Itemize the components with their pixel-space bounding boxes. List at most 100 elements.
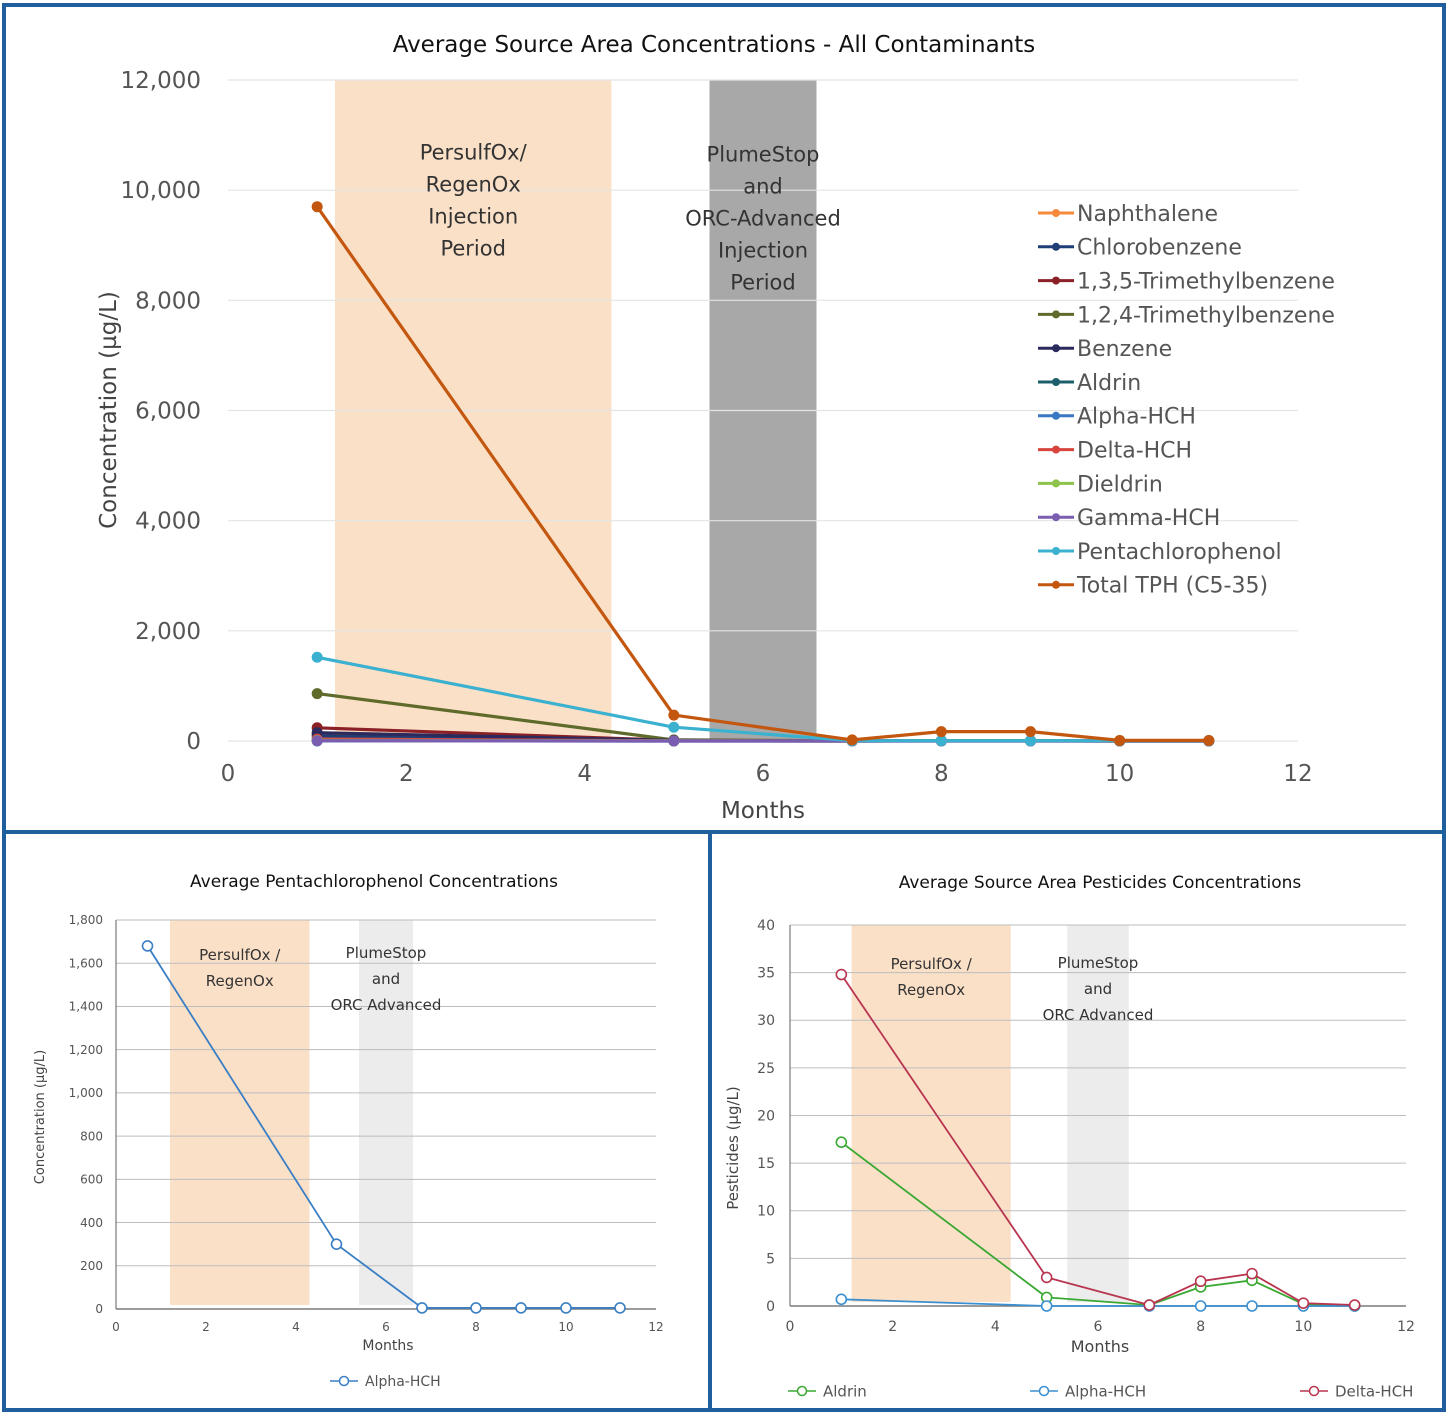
y-tick-label: 800 — [80, 1129, 103, 1143]
legend-marker — [1052, 378, 1060, 386]
band-label: ORC-Advanced — [685, 206, 841, 230]
y-tick-label: 35 — [757, 966, 775, 982]
chart-title: Average Source Area Pesticides Concentra… — [899, 873, 1302, 893]
y-tick-label: 400 — [80, 1216, 103, 1230]
x-tick-label: 6 — [1094, 1319, 1103, 1335]
data-point — [1143, 1299, 1156, 1311]
x-tick-label: 10 — [1294, 1319, 1312, 1335]
injection-band-1 — [851, 925, 1011, 1302]
legend-marker — [1052, 344, 1060, 353]
data-point — [1194, 1275, 1207, 1288]
data-point — [470, 1302, 482, 1314]
frame-border — [2, 3, 1446, 1412]
data-point — [560, 1302, 572, 1314]
data-point — [614, 1302, 626, 1314]
data-point — [311, 651, 323, 663]
band-label: ORC Advanced — [331, 996, 442, 1014]
y-axis-label: Concentration (µg/L) — [33, 1050, 48, 1184]
x-tick-label: 8 — [934, 761, 949, 787]
band-label: Injection — [428, 204, 518, 228]
band-label: PersulfOx / — [891, 955, 973, 973]
legend-entry: Dieldrin — [1077, 472, 1163, 497]
legend-entry: Delta-HCH — [1077, 439, 1192, 464]
y-tick-label: 6,000 — [135, 399, 201, 425]
data-point — [1040, 1300, 1053, 1312]
legend-marker — [1052, 310, 1060, 319]
pentachlorophenol-chart: PersulfOx / RegenOx PlumeStop and ORC Advanc… — [33, 872, 664, 1390]
data-point — [1348, 1299, 1361, 1311]
data-point — [935, 735, 947, 747]
legend-marker — [1052, 580, 1060, 589]
y-tick-label: 30 — [757, 1013, 775, 1029]
data-point — [668, 709, 680, 721]
legend-marker — [1052, 242, 1060, 251]
data-point — [311, 688, 323, 700]
data-point — [515, 1302, 527, 1314]
band-label: Period — [730, 270, 795, 294]
y-tick-label: 1,000 — [69, 1086, 103, 1100]
chart-title: Average Pentachlorophenol Concentrations — [190, 872, 558, 892]
data-point — [835, 1136, 848, 1148]
y-axis-label: Concentration (µg/L) — [96, 291, 122, 529]
y-tick-label: 8,000 — [135, 288, 201, 314]
injection-band-1 — [170, 920, 310, 1305]
legend-marker — [1052, 479, 1060, 488]
data-point — [1194, 1300, 1207, 1312]
band-label: and — [743, 174, 783, 198]
legend-entry: Benzene — [1077, 337, 1172, 362]
legend-marker — [1052, 209, 1060, 217]
data-point — [1246, 1267, 1258, 1280]
y-tick-label: 600 — [80, 1173, 103, 1187]
x-tick-label: 4 — [577, 761, 592, 787]
band-label: PlumeStop — [346, 944, 427, 962]
x-tick-label: 2 — [399, 761, 414, 787]
data-point — [835, 1293, 848, 1306]
x-tick-label: 10 — [1105, 761, 1134, 787]
x-axis-label: Months — [362, 1338, 413, 1354]
x-tick-label: 6 — [756, 761, 771, 787]
data-point — [1025, 735, 1036, 747]
y-tick-label: 200 — [80, 1259, 103, 1273]
x-tick-label: 0 — [221, 761, 236, 787]
band-label: RegenOx — [897, 981, 965, 999]
band-label: Period — [440, 236, 505, 260]
x-tick-label: 2 — [202, 1320, 210, 1334]
x-tick-label: 12 — [1283, 761, 1312, 787]
y-tick-label: 10 — [757, 1204, 775, 1220]
data-point — [330, 1238, 343, 1250]
x-tick-label: 0 — [112, 1320, 120, 1334]
data-point — [668, 735, 680, 747]
legend-entry: Pentachlorophenol — [1077, 540, 1282, 565]
band-label: RegenOx — [426, 172, 521, 196]
y-tick-label: 1,400 — [69, 1000, 103, 1014]
legend-marker — [1052, 411, 1060, 420]
legend-entry: 1,3,5-Trimethylbenzene — [1077, 270, 1335, 295]
legend-marker — [1052, 513, 1060, 522]
legend-entry: Aldrin — [1077, 371, 1141, 396]
y-tick-label: 0 — [95, 1302, 103, 1316]
y-tick-label: 12,000 — [121, 68, 201, 94]
legend-marker — [1052, 276, 1060, 285]
y-tick-label: 25 — [757, 1061, 775, 1077]
x-tick-label: 8 — [1196, 1319, 1205, 1335]
x-axis-label: Months — [721, 798, 805, 824]
band-label: PlumeStop — [1058, 954, 1139, 972]
injection-band-2 — [1067, 925, 1129, 1302]
x-tick-label: 2 — [888, 1319, 897, 1335]
legend-entry: Aldrin — [823, 1382, 867, 1400]
y-tick-label: 4,000 — [135, 509, 201, 535]
y-tick-label: 5 — [766, 1251, 775, 1267]
legend-entry: Naphthalene — [1077, 202, 1218, 227]
y-tick-label: 1,600 — [69, 956, 103, 970]
data-point — [835, 968, 848, 981]
legend-entry: Gamma-HCH — [1077, 506, 1220, 531]
data-point — [1203, 734, 1215, 746]
legend-entry: Alpha-HCH — [365, 1374, 441, 1390]
legend-entry: 1,2,4-Trimethylbenzene — [1077, 303, 1335, 328]
data-point — [1246, 1300, 1258, 1312]
legend-marker — [338, 1375, 350, 1387]
x-tick-label: 12 — [648, 1320, 663, 1334]
y-tick-label: 1,800 — [69, 913, 103, 927]
y-tick-label: 0 — [186, 729, 201, 755]
band-label: PlumeStop — [707, 142, 820, 166]
